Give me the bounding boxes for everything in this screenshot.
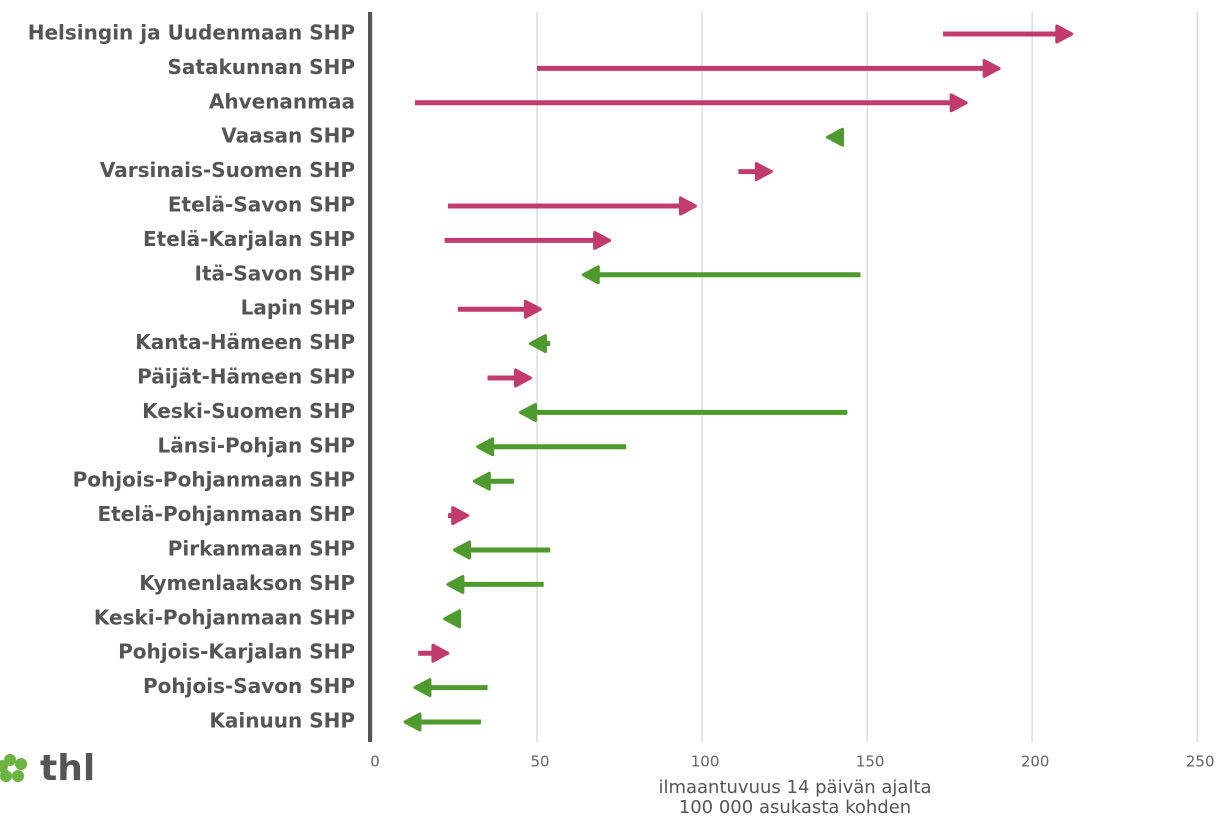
category-label: Ahvenanmaa: [209, 89, 355, 113]
arrow-head: [754, 162, 773, 182]
arrow-head: [403, 712, 422, 732]
category-label: Pirkanmaan SHP: [168, 537, 355, 561]
x-tick-label: 100: [691, 753, 720, 771]
arrow-head: [678, 196, 697, 216]
arrow-head: [431, 643, 450, 663]
category-label: Kymenlaakson SHP: [139, 571, 355, 595]
category-label: Etelä-Pohjanmaan SHP: [98, 502, 356, 526]
arrow-head: [513, 368, 532, 388]
arrow-head: [446, 574, 465, 594]
x-tick-label: 150: [856, 753, 885, 771]
category-label: Etelä-Savon SHP: [168, 193, 355, 217]
logo-text: thl: [40, 748, 95, 789]
x-axis-label: 100 000 asukasta kohden: [679, 797, 911, 818]
category-label: Vaasan SHP: [221, 124, 355, 148]
category-label: Päijät-Hämeen SHP: [137, 365, 355, 389]
arrow-head: [581, 265, 600, 285]
arrow-head: [443, 609, 462, 629]
arrow-head: [528, 334, 547, 354]
arrow-head: [523, 299, 542, 319]
arrow-head: [1055, 24, 1074, 44]
arrow-head: [453, 540, 472, 560]
logo-icon: [0, 754, 27, 782]
category-label: Etelä-Karjalan SHP: [143, 227, 355, 251]
arrow-head: [413, 678, 432, 698]
arrow-head: [593, 230, 612, 250]
category-label: Länsi-Pohjan SHP: [157, 433, 355, 457]
category-label: Satakunnan SHP: [168, 55, 355, 79]
category-label: Pohjois-Pohjanmaan SHP: [73, 468, 355, 492]
arrow-head: [826, 127, 845, 147]
category-label: Kainuun SHP: [209, 709, 355, 733]
category-label: Varsinais-Suomen SHP: [100, 158, 355, 182]
x-tick-label: 0: [370, 753, 380, 771]
x-axis-label: ilmaantuvuus 14 päivän ajalta: [658, 777, 931, 798]
category-label: Itä-Savon SHP: [195, 261, 355, 285]
category-label: Pohjois-Karjalan SHP: [118, 640, 355, 664]
arrow-head: [949, 93, 968, 113]
arrow-head: [451, 506, 470, 526]
arrow-head: [519, 402, 538, 422]
category-label: Lapin SHP: [241, 296, 355, 320]
category-label: Keski-Suomen SHP: [142, 399, 355, 423]
arrow-head: [982, 58, 1001, 78]
x-tick-label: 250: [1186, 753, 1215, 771]
category-label: Helsingin ja Uudenmaan SHP: [28, 21, 355, 45]
arrow-head: [472, 471, 491, 491]
category-label: Keski-Pohjanmaan SHP: [94, 605, 355, 629]
x-tick-label: 200: [1021, 753, 1050, 771]
x-tick-label: 50: [530, 753, 549, 771]
arrow-head: [476, 437, 495, 457]
category-label: Pohjois-Savon SHP: [143, 674, 355, 698]
category-label: Kanta-Hämeen SHP: [135, 330, 355, 354]
